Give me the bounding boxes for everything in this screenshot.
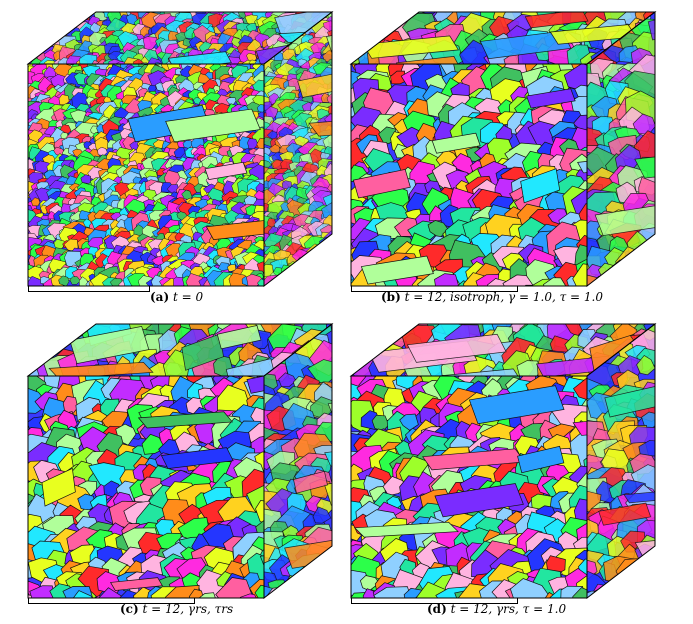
grain-face-front — [351, 64, 587, 286]
caption-a: (a) t = 0 — [150, 290, 203, 304]
caption-label-b: (b) — [381, 290, 401, 304]
caption-label-a: (a) — [150, 290, 170, 304]
caption-label-c: (c) — [120, 602, 139, 616]
microstructure-cube-b — [349, 10, 657, 288]
panel-d: (d) t = 12, γrs, τ = 1.0 — [323, 312, 669, 624]
caption-c: (c) t = 12, γrs, τrs — [120, 602, 233, 616]
panel-c: (c) t = 12, γrs, τrs — [0, 312, 346, 624]
grain-face-side — [264, 12, 332, 286]
scale-bar-d — [351, 598, 518, 604]
grain-face-front — [351, 376, 587, 598]
caption-text-b: t = 12, isotroph, γ = 1.0, τ = 1.0 — [404, 290, 603, 304]
caption-text-c: t = 12, γrs, τrs — [142, 602, 234, 616]
scale-bar-b — [351, 286, 518, 292]
panel-a: (a) t = 0 — [0, 0, 346, 312]
grain-face-front — [28, 376, 264, 598]
microstructure-cube-c — [26, 322, 334, 600]
cube-outline — [349, 322, 657, 600]
microstructure-cube-a — [26, 10, 334, 288]
cube-outline — [26, 322, 334, 600]
scale-bar-c — [28, 598, 195, 604]
microstructure-cube-d — [349, 322, 657, 600]
panel-b: (b) t = 12, isotroph, γ = 1.0, τ = 1.0 — [323, 0, 669, 312]
caption-text-a: t = 0 — [172, 290, 204, 304]
caption-label-d: (d) — [427, 602, 447, 616]
scale-bar-a — [28, 286, 150, 292]
caption-text-d: t = 12, γrs, τ = 1.0 — [450, 602, 567, 616]
cube-outline — [349, 10, 657, 288]
grain-face-front — [28, 64, 264, 286]
caption-d: (d) t = 12, γrs, τ = 1.0 — [427, 602, 566, 616]
cube-outline — [26, 10, 334, 288]
caption-b: (b) t = 12, isotroph, γ = 1.0, τ = 1.0 — [381, 290, 603, 304]
